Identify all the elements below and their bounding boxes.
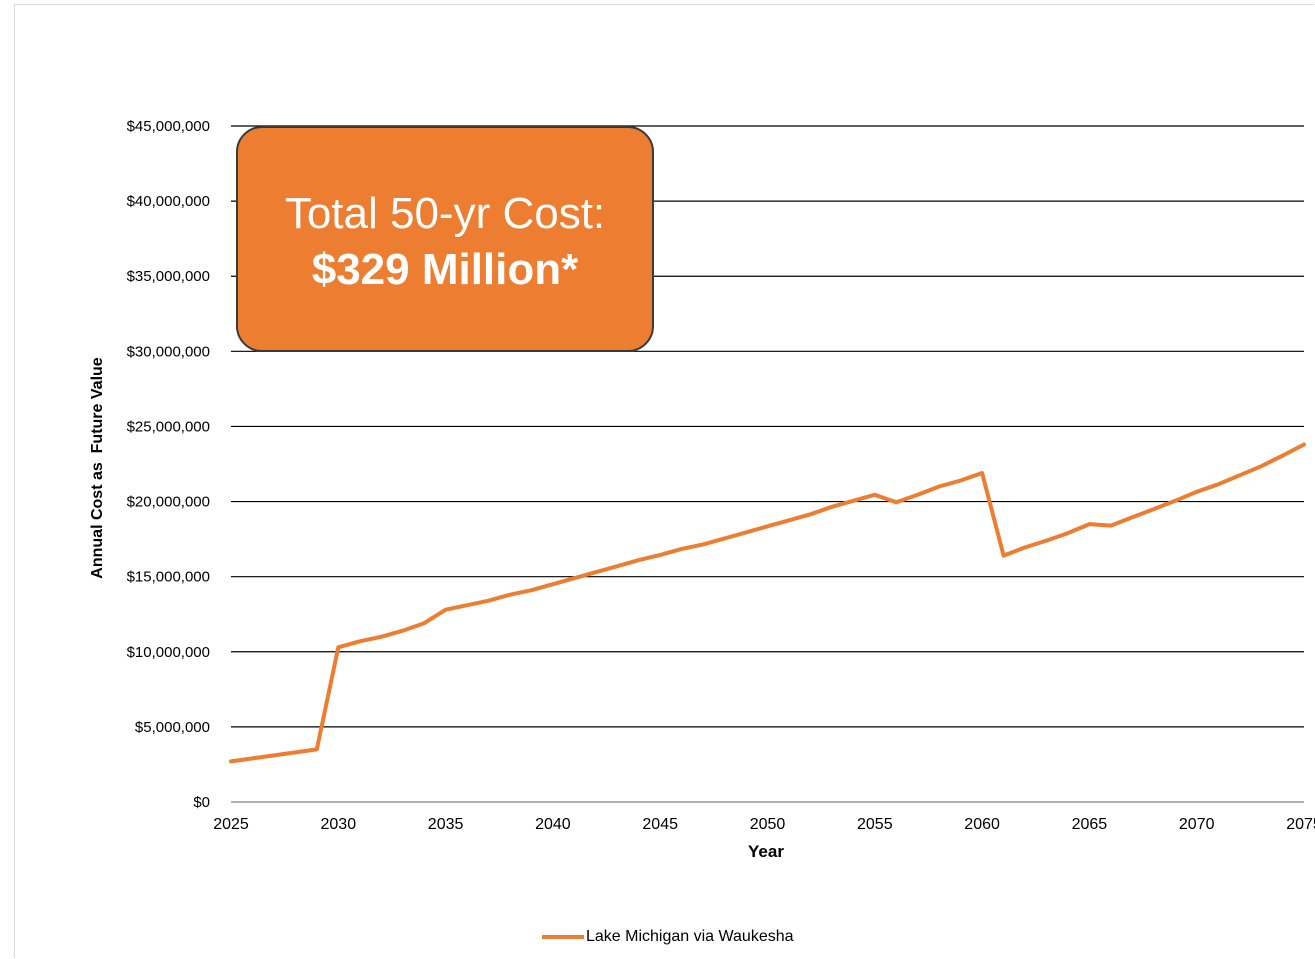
x-tick-label: 2040 — [535, 816, 571, 833]
x-tick-label: 2030 — [321, 816, 357, 833]
y-tick-label: $35,000,000 — [127, 268, 210, 285]
y-tick-label: $25,000,000 — [127, 418, 210, 435]
callout-title: Total 50-yr Cost: — [284, 189, 606, 238]
x-tick-label: 2050 — [750, 816, 786, 833]
x-tick-label: 2060 — [964, 816, 1000, 833]
x-tick-label: 2070 — [1179, 816, 1215, 833]
total-cost-callout: Total 50-yr Cost: $329 Million* — [236, 126, 654, 352]
y-tick-label: $5,000,000 — [135, 719, 210, 736]
y-tick-label: $45,000,000 — [127, 118, 210, 135]
legend-label: Lake Michigan via Waukesha — [586, 928, 794, 945]
x-tick-label: 2035 — [428, 816, 464, 833]
x-tick-label: 2055 — [857, 816, 893, 833]
x-tick-label: 2045 — [642, 816, 678, 833]
x-axis-ticks: 2025 2030 2035 2040 2045 2050 2055 2060 2065 2070… — [213, 816, 1315, 833]
callout-value: $329 Million* — [311, 245, 579, 294]
series-line — [229, 442, 1306, 764]
y-tick-label: $0 — [193, 794, 210, 811]
y-tick-label: $30,000,000 — [127, 343, 210, 360]
x-tick-label: 2025 — [213, 816, 249, 833]
y-tick-label: $40,000,000 — [127, 193, 210, 210]
legend-swatch — [542, 935, 584, 939]
y-tick-label: $15,000,000 — [127, 569, 210, 586]
x-tick-label: 2075 — [1286, 816, 1315, 833]
x-tick-label: 2065 — [1072, 816, 1108, 833]
legend: Lake Michigan via Waukesha — [542, 927, 794, 947]
y-tick-label: $10,000,000 — [127, 644, 210, 661]
x-axis-title: Year — [748, 842, 784, 861]
y-axis-title: Annual Cost as Future Value — [89, 357, 106, 578]
y-tick-label: $20,000,000 — [127, 494, 210, 511]
series-layer — [229, 442, 1306, 764]
y-axis-ticks: $0 $5,000,000 $10,000,000 $15,000,000 $20,00… — [127, 118, 210, 811]
chart-frame — [14, 4, 1314, 958]
